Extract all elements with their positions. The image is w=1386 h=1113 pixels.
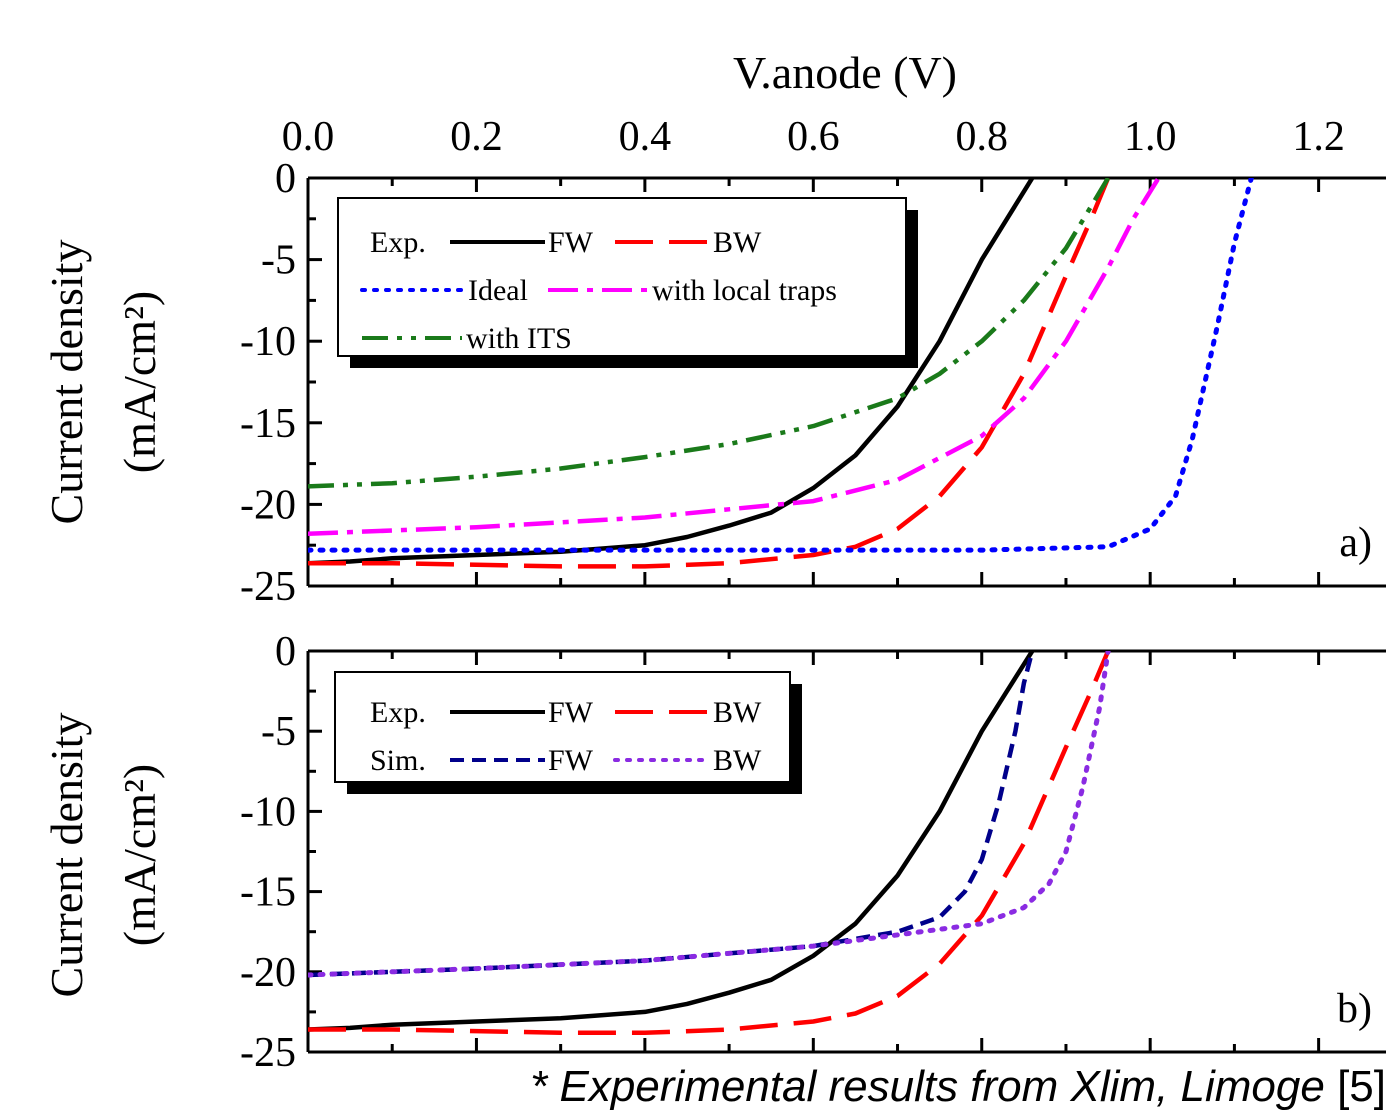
series-line-with-its bbox=[308, 178, 1111, 489]
legend-text: Sim. bbox=[370, 744, 426, 777]
series-line-sim-bw bbox=[308, 651, 1111, 978]
footnote-text: * Experimental results from Xlim, Limoge bbox=[530, 1062, 1325, 1111]
panel-label: a) bbox=[1339, 520, 1372, 566]
legend-box bbox=[334, 671, 791, 783]
y-tick-label: -20 bbox=[240, 482, 296, 528]
panel-a-ylabel-unit: (mA/cm²) bbox=[114, 291, 165, 473]
legend-text: with local traps bbox=[652, 274, 837, 307]
x-tick-label: 0.4 bbox=[619, 114, 672, 160]
x-tick-label: 1.0 bbox=[1124, 114, 1177, 160]
y-tick-label: 0 bbox=[275, 629, 296, 675]
series-line-ideal bbox=[308, 178, 1254, 553]
y-tick-label: -20 bbox=[240, 950, 296, 996]
legend-text: BW bbox=[713, 696, 762, 729]
footnote-ref: [5] bbox=[1337, 1062, 1386, 1111]
y-tick-label: -10 bbox=[240, 789, 296, 835]
legend-text: BW bbox=[713, 226, 762, 259]
y-tick-label: -25 bbox=[240, 1030, 296, 1076]
legend-text: FW bbox=[548, 226, 594, 259]
panel-b-ylabel: Current density bbox=[41, 713, 92, 998]
series-line-exp-bw bbox=[308, 178, 1111, 569]
x-axis-title: V.anode (V) bbox=[733, 47, 957, 98]
panel-b: Current density (mA/cm²) 0 -5 -10 -15 -20 -25… bbox=[41, 629, 1386, 1076]
y-tick-label: -15 bbox=[240, 870, 296, 916]
x-tick-label: 1.2 bbox=[1292, 114, 1345, 160]
legend-text: Ideal bbox=[468, 274, 528, 307]
x-tick-label: 0.8 bbox=[956, 114, 1009, 160]
panel-a-series bbox=[308, 178, 1254, 569]
legend-text: FW bbox=[548, 696, 594, 729]
legend-text: Exp. bbox=[370, 696, 426, 729]
x-tick-labels: 0.0 0.2 0.4 0.6 0.8 1.0 1.2 bbox=[282, 114, 1345, 160]
panel-a: Current density (mA/cm²) 0 -5 -10 -15 -20 -25… bbox=[41, 156, 1386, 610]
y-tick-label: -15 bbox=[240, 401, 296, 447]
panel-label: b) bbox=[1337, 986, 1372, 1032]
y-tick-label: -5 bbox=[261, 238, 296, 284]
y-tick-label: -25 bbox=[240, 564, 296, 610]
legend-text: with ITS bbox=[466, 322, 572, 355]
series-line-sim-fw bbox=[308, 651, 1035, 978]
panel-b-ylabel-unit: (mA/cm²) bbox=[114, 764, 165, 946]
footnote: * Experimental results from Xlim, Limoge… bbox=[0, 1062, 1386, 1112]
y-tick-label: -5 bbox=[261, 709, 296, 755]
legend-text: Exp. bbox=[370, 226, 426, 259]
series-line-exp-fw bbox=[308, 178, 1035, 566]
panel-b-series bbox=[308, 651, 1111, 1036]
series-line-exp-fw bbox=[308, 651, 1035, 1032]
panel-a-legend: Exp. FW BW Ideal with local traps with ITS bbox=[337, 197, 918, 368]
panel-a-ylabel: Current density bbox=[41, 240, 92, 525]
legend-text: FW bbox=[548, 744, 594, 777]
series-line-exp-bw bbox=[308, 651, 1111, 1036]
y-tick-label: 0 bbox=[275, 156, 296, 202]
y-tick-label: -10 bbox=[240, 319, 296, 365]
x-tick-label: 0.6 bbox=[787, 114, 840, 160]
legend-text: BW bbox=[713, 744, 762, 777]
legend-box bbox=[337, 197, 907, 357]
x-tick-label: 0.0 bbox=[282, 114, 335, 160]
x-tick-label: 0.2 bbox=[450, 114, 503, 160]
panel-b-legend: Exp. FW BW Sim. FW BW bbox=[334, 671, 802, 794]
series-line-with-local-traps bbox=[308, 178, 1161, 537]
